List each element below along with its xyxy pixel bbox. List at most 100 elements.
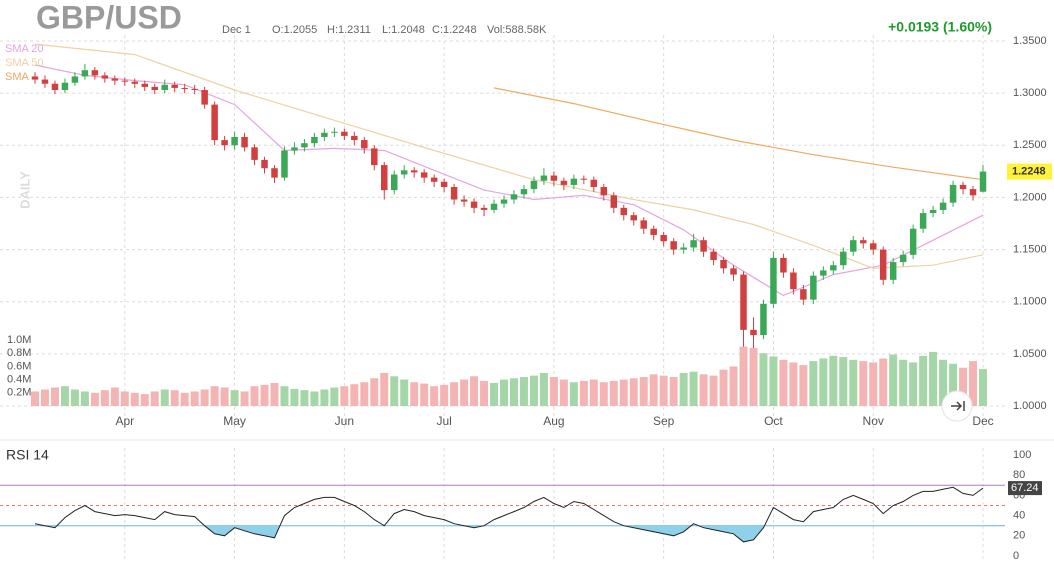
volume-bar xyxy=(819,358,828,406)
volume-bar xyxy=(599,382,608,406)
volume-bar xyxy=(190,391,199,406)
volume-bar xyxy=(110,387,119,406)
candle-body xyxy=(869,243,877,250)
volume-bar xyxy=(689,371,698,406)
candle-body xyxy=(840,251,847,266)
candle-body xyxy=(959,184,967,190)
candle-body xyxy=(939,202,947,210)
candle-body xyxy=(540,175,548,181)
candle-body xyxy=(710,251,717,260)
y-tick-label: 1.1000 xyxy=(1013,296,1047,308)
volume-bar xyxy=(90,392,99,406)
volume-tick-label: 0.4M xyxy=(7,374,31,386)
candle-body xyxy=(720,260,727,269)
volume-bar xyxy=(470,376,479,406)
volume-bar xyxy=(150,391,159,406)
button-icon[interactable] xyxy=(951,401,965,411)
candle-body xyxy=(151,86,158,91)
volume-bar xyxy=(509,378,518,406)
candle-body xyxy=(810,275,817,300)
volume-tick-label: 0.6M xyxy=(7,360,31,372)
candle-body xyxy=(640,220,647,229)
candle-body xyxy=(770,257,777,304)
volume-info: Vol:588.58K xyxy=(487,24,547,36)
candle-body xyxy=(700,240,707,252)
candle-body xyxy=(550,175,558,181)
volume-bar xyxy=(839,357,848,406)
scroll-button[interactable] xyxy=(941,390,973,422)
volume-bar xyxy=(949,363,958,406)
volume-bar xyxy=(410,382,419,406)
rsi-tag-label: 67.24 xyxy=(1011,482,1039,494)
candle-body xyxy=(410,170,418,173)
y-tick-label: 1.3500 xyxy=(1013,35,1047,47)
candle-body xyxy=(211,104,218,141)
volume-tick-label: 1.0M xyxy=(7,334,31,346)
volume-bar xyxy=(500,379,509,406)
candle-body xyxy=(919,213,927,229)
symbol-title: GBP/USD xyxy=(36,0,182,35)
candle-body xyxy=(141,83,149,87)
volume-bar xyxy=(31,391,39,406)
price-tag-label: 1.2248 xyxy=(1012,165,1046,177)
y-tick-label: 1.0000 xyxy=(1013,400,1047,412)
volume-bar xyxy=(440,384,449,406)
volume-bar xyxy=(100,390,109,406)
date: Dec 1 xyxy=(222,24,251,36)
candle-body xyxy=(690,240,697,248)
candle-body xyxy=(949,184,957,203)
volume-bar xyxy=(160,389,169,406)
rsi-tick-label: 80 xyxy=(1013,469,1025,481)
volume-bar xyxy=(679,373,688,406)
volume-bar xyxy=(619,379,628,406)
candle-body xyxy=(850,240,857,252)
candle-body xyxy=(660,234,667,242)
candle-body xyxy=(341,131,348,136)
volume-bar xyxy=(899,359,908,406)
volume-bar xyxy=(909,362,918,406)
x-tick-label: Dec xyxy=(972,414,993,428)
candle-body xyxy=(450,187,458,200)
volume-bar xyxy=(919,355,928,406)
volume-bar xyxy=(889,354,898,406)
sma-line xyxy=(34,64,984,297)
y-tick-label: 1.2500 xyxy=(1013,139,1047,151)
volume-bar xyxy=(280,386,289,406)
volume-bar xyxy=(579,380,588,406)
candle-body xyxy=(610,195,618,208)
volume-bar xyxy=(260,384,269,406)
volume-bar xyxy=(719,369,728,406)
candle-body xyxy=(61,82,69,91)
volume-bar xyxy=(330,387,339,406)
volume-bar xyxy=(130,392,139,406)
x-tick-label: Apr xyxy=(115,414,134,428)
candle-body xyxy=(570,178,578,185)
candle-body xyxy=(670,241,677,250)
ohlc-high: H:1.2311 xyxy=(327,24,371,36)
volume-bar xyxy=(669,376,678,406)
volume-bar xyxy=(40,389,49,406)
candle-body xyxy=(331,131,338,133)
volume-bar xyxy=(490,382,499,406)
candle-body xyxy=(470,201,478,208)
x-tick-label: Aug xyxy=(543,414,564,428)
candle-body xyxy=(740,274,747,330)
volume-bar xyxy=(270,382,279,406)
candle-body xyxy=(51,83,59,91)
candle-body xyxy=(650,228,657,235)
volume-bar xyxy=(450,382,459,406)
candle-body xyxy=(241,136,248,148)
legend-entry: SMA 20 xyxy=(5,43,44,55)
volume-bar xyxy=(400,379,409,406)
candle-body xyxy=(420,172,428,178)
candle-body xyxy=(131,81,139,84)
y-tick-label: 1.0500 xyxy=(1013,348,1047,360)
candle-body xyxy=(820,270,827,276)
candle-body xyxy=(730,268,737,275)
candle-body xyxy=(889,262,897,280)
candle-body xyxy=(500,199,508,204)
legend-entry: SMA 50 xyxy=(5,57,44,69)
volume-bar xyxy=(699,374,708,406)
volume-bar xyxy=(849,359,858,406)
